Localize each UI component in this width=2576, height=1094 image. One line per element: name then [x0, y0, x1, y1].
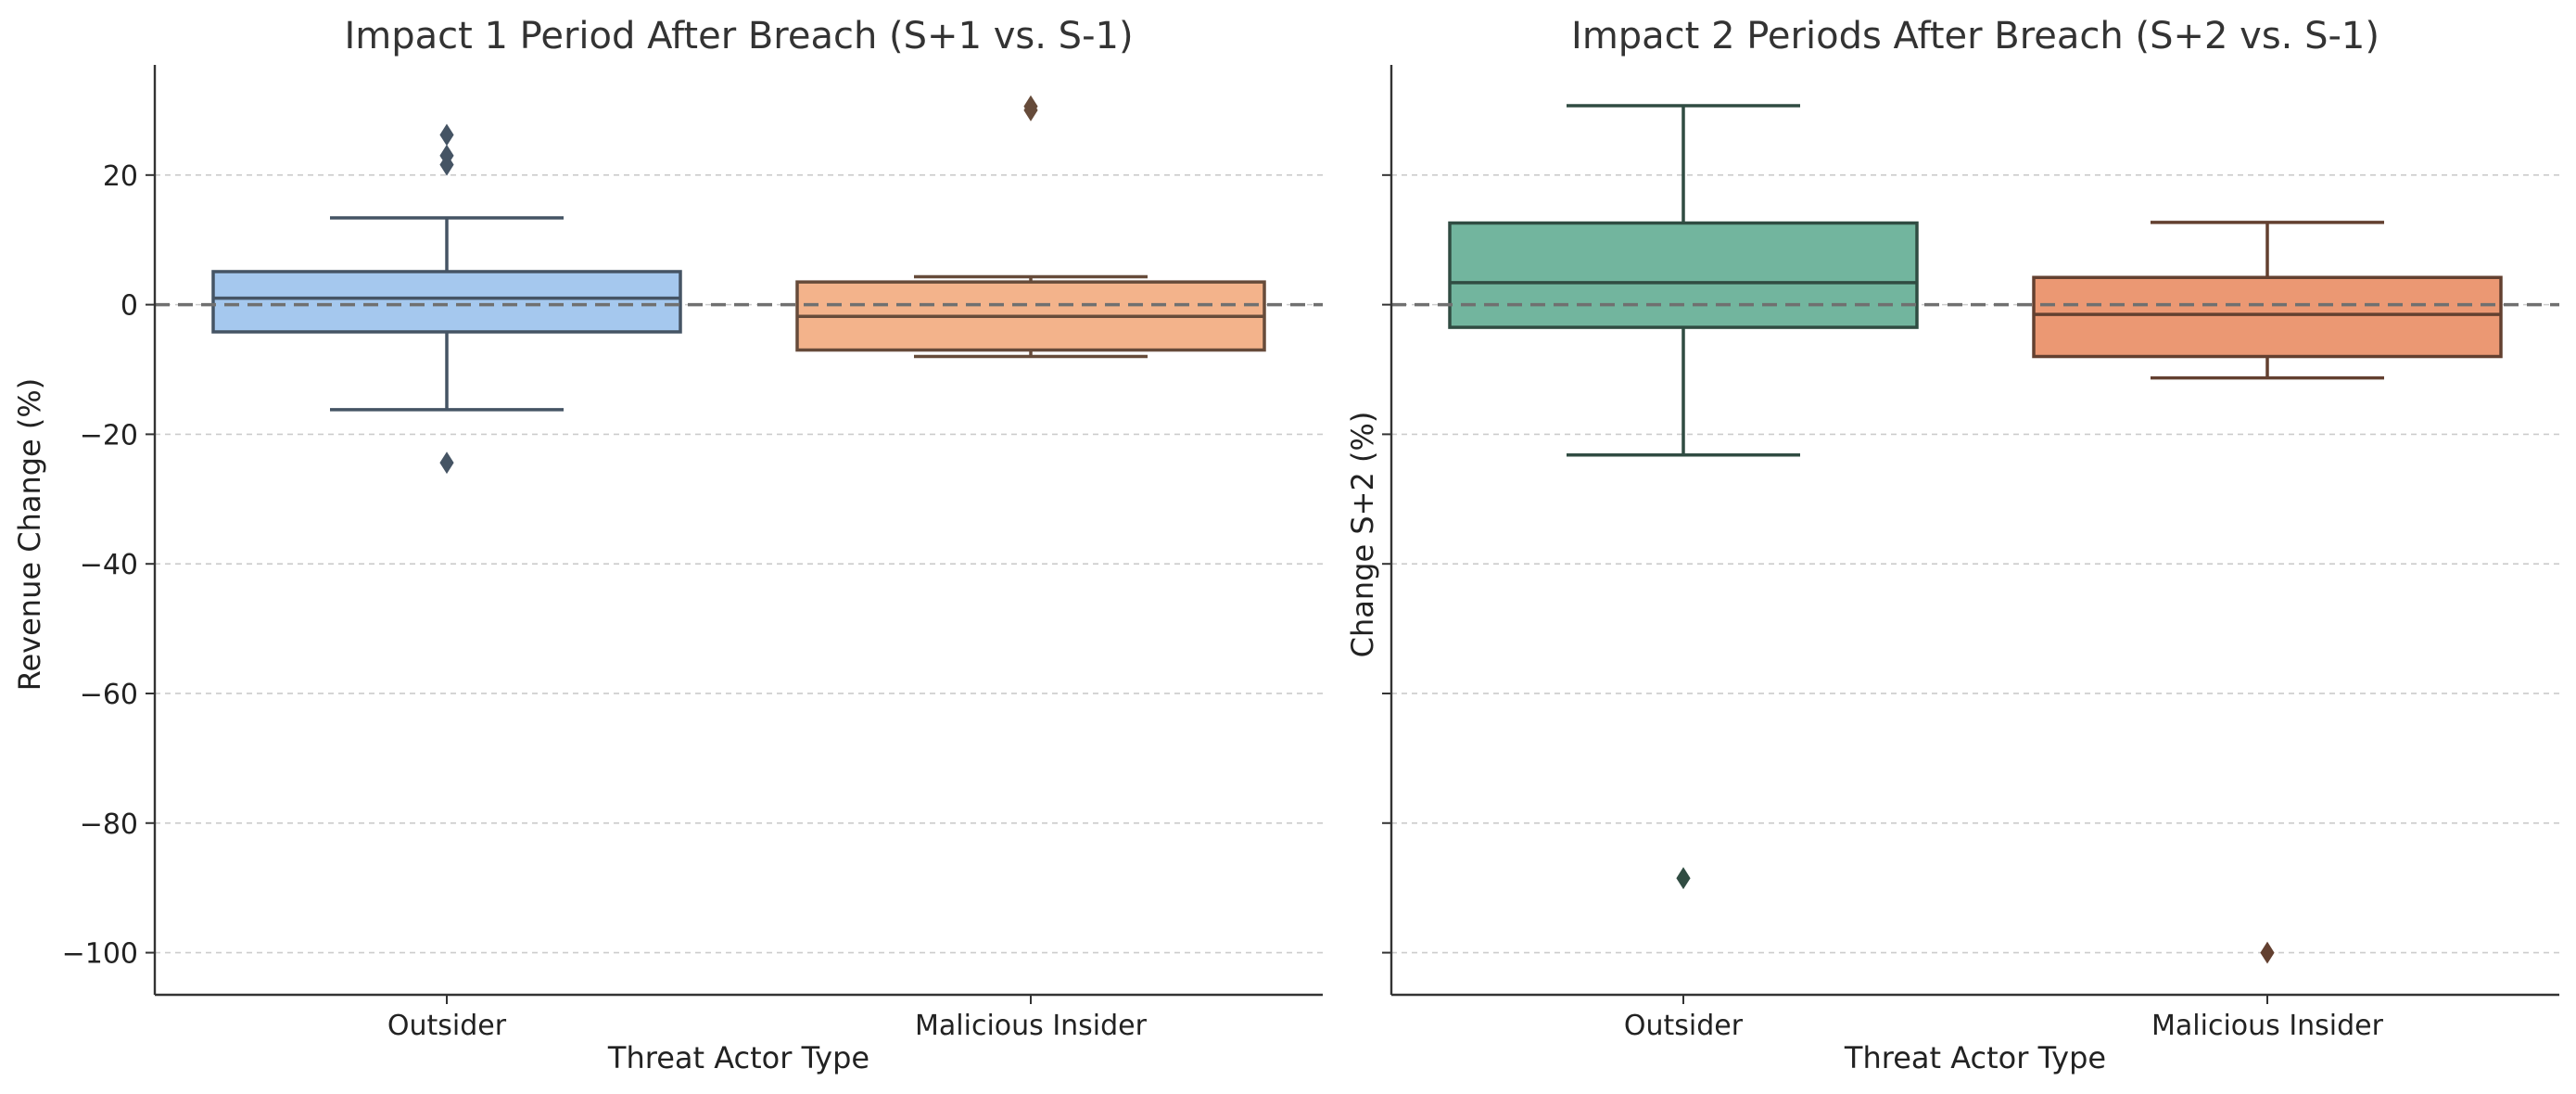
right-panel: Outsider Malicious Insider Impact 2 Perio…	[1345, 15, 2559, 1075]
outlier-point	[1023, 95, 1038, 118]
outlier-point	[439, 452, 454, 475]
left-y-tick-label: −60	[80, 679, 138, 711]
right-box-outsider	[1448, 104, 1919, 890]
left-y-axis-label: Revenue Change (%)	[12, 378, 47, 692]
left-y-tick-label: −40	[80, 549, 138, 581]
left-y-tick-label: 20	[103, 160, 138, 193]
left-panel: 20 0 −20 −40 −60 −80 −100 Outsider Malicious In…	[12, 15, 1323, 1075]
left-x-ticks: Outsider Malicious Insider	[387, 995, 1148, 1042]
right-chart-title: Impact 2 Periods After Breach (S+2 vs. S…	[1571, 15, 2379, 57]
right-y-axis-label: Change S+2 (%)	[1345, 412, 1380, 658]
right-grid	[1391, 174, 2559, 954]
left-y-tick-label: −100	[62, 938, 138, 971]
right-boxplots	[1448, 104, 2503, 964]
iqr-box	[1448, 221, 1919, 329]
outlier-point	[439, 123, 454, 146]
left-chart-title: Impact 1 Period After Breach (S+1 vs. S-…	[344, 15, 1133, 57]
right-x-tick-label: Malicious Insider	[2151, 1010, 2384, 1042]
outlier-point	[2260, 941, 2275, 964]
right-y-ticks	[1382, 173, 1391, 954]
right-x-ticks: Outsider Malicious Insider	[1624, 995, 2384, 1042]
iqr-box	[211, 270, 682, 334]
outlier-point	[439, 153, 454, 176]
left-box-malicious-insider	[795, 95, 1266, 359]
outlier-point	[1676, 867, 1691, 890]
right-x-tick-label: Outsider	[1624, 1010, 1744, 1042]
left-box-outsider	[211, 123, 682, 475]
left-y-ticks: 20 0 −20 −40 −60 −80 −100	[62, 160, 155, 971]
left-y-tick-label: −20	[80, 419, 138, 452]
left-y-tick-label: −80	[80, 808, 138, 841]
iqr-box	[2032, 275, 2503, 359]
left-y-tick-label: 0	[121, 290, 138, 323]
left-boxplots	[211, 95, 1266, 475]
left-x-axis-label: Threat Actor Type	[607, 1040, 869, 1075]
right-x-axis-label: Threat Actor Type	[1844, 1040, 2106, 1075]
left-x-tick-label: Outsider	[387, 1010, 507, 1042]
left-x-tick-label: Malicious Insider	[915, 1010, 1148, 1042]
right-box-malicious-insider	[2032, 221, 2503, 964]
